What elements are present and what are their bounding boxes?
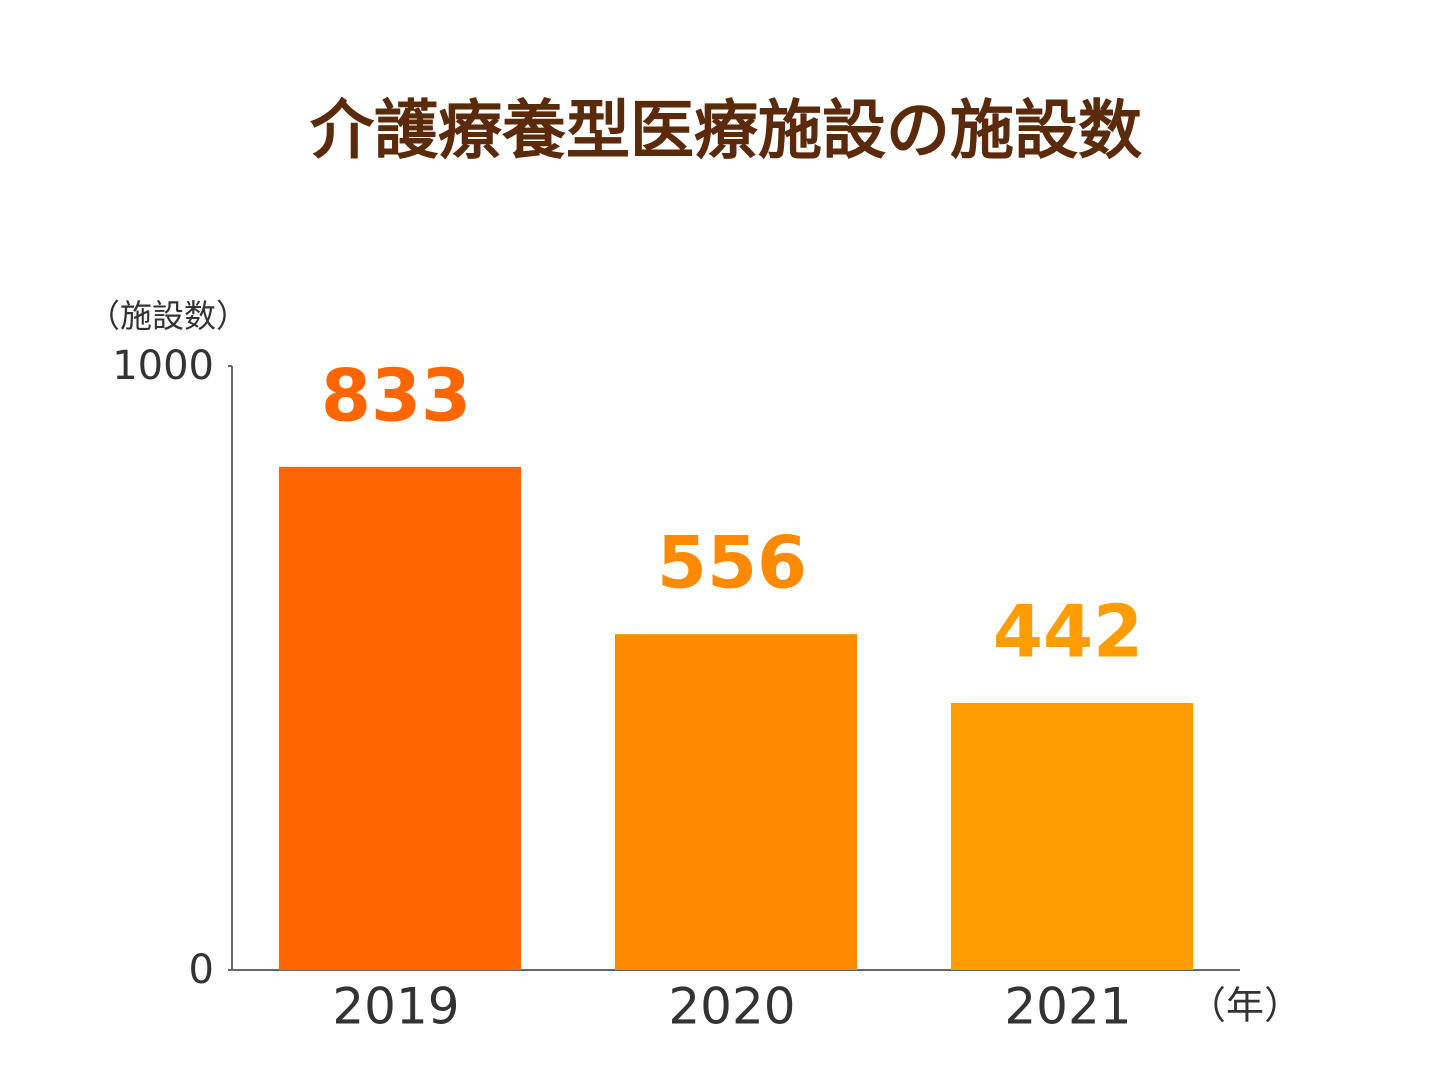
y-axis-label: （施設数） <box>88 297 248 335</box>
bar <box>279 466 521 970</box>
y-tick-label: 0 <box>189 947 214 993</box>
y-tick-label: 1000 <box>112 343 214 389</box>
value-label: 442 <box>993 590 1143 674</box>
x-axis-label: （年） <box>1188 984 1302 1028</box>
bar <box>951 703 1193 970</box>
x-tick-label: 2019 <box>332 978 459 1036</box>
value-label: 833 <box>321 353 471 437</box>
x-tick-label: 2020 <box>668 978 795 1036</box>
chart-title: 介護療養型医療施設の施設数 <box>310 95 1142 169</box>
bar <box>615 634 857 970</box>
value-label: 556 <box>657 521 807 605</box>
x-tick-label: 2021 <box>1004 978 1131 1036</box>
